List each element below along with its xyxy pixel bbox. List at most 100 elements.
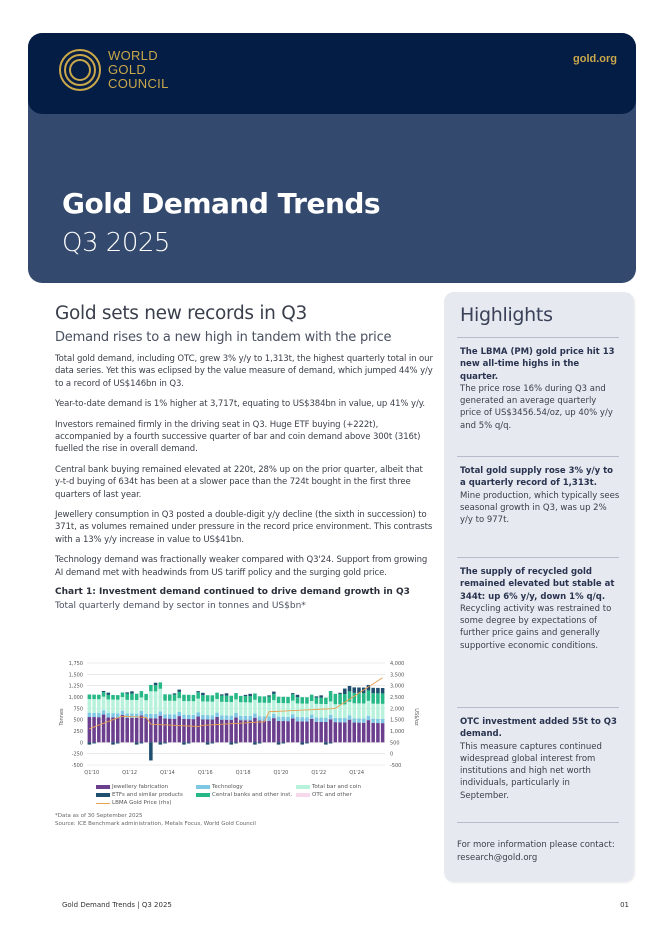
contact-info[interactable]: For more information please contact: res… <box>457 840 615 863</box>
svg-text:2,500: 2,500 <box>390 695 404 701</box>
svg-text:1,000: 1,000 <box>69 695 83 701</box>
legend-technology: Technology <box>196 784 243 790</box>
divider <box>457 337 619 338</box>
highlight-headline: OTC investment added 55t to Q3 demand. <box>460 717 617 740</box>
svg-text:Q1'10: Q1'10 <box>84 770 99 776</box>
svg-text:Q1'12: Q1'12 <box>122 770 137 776</box>
svg-text:-500: -500 <box>390 763 401 769</box>
legend-label: Jewellery fabrication <box>112 784 169 790</box>
svg-text:4,000: 4,000 <box>390 661 404 667</box>
section-subheading: Demand rises to a new high in tandem wit… <box>55 330 392 345</box>
report-period: Q3 2025 <box>62 228 170 258</box>
svg-text:Q1'18: Q1'18 <box>236 770 251 776</box>
rings-logo-icon <box>59 49 101 91</box>
svg-text:0: 0 <box>390 752 393 758</box>
svg-text:250: 250 <box>73 729 83 735</box>
legend-bar-coin: Total bar and coin <box>296 784 361 790</box>
stacked-bar-chart: 1,750 4,000 1,500 3,500 1,250 3,000 1,000 2,500… <box>59 661 419 776</box>
svg-text:Q1'22: Q1'22 <box>311 770 326 776</box>
svg-text:500: 500 <box>73 718 83 724</box>
divider <box>457 707 619 708</box>
section-heading: Gold sets new records in Q3 <box>55 303 307 324</box>
svg-text:0: 0 <box>80 740 83 746</box>
chart-footnote: *Data as of 30 September 2025 Source: IC… <box>55 812 256 828</box>
paragraph: Year-to-date demand is 1% higher at 3,71… <box>55 399 426 410</box>
swatch-icon <box>96 793 110 797</box>
svg-text:Tonnes: Tonnes <box>59 708 65 727</box>
legend-label: Total bar and coin <box>312 784 361 790</box>
highlights-title: Highlights <box>460 304 553 326</box>
svg-text:2,000: 2,000 <box>390 706 404 712</box>
highlight-text: Recycling activity was restrained to som… <box>460 603 612 651</box>
highlight-item: The supply of recycled gold remained ele… <box>460 566 620 652</box>
legend-central-banks: Central banks and other inst. <box>196 792 292 798</box>
swatch-icon <box>196 793 210 797</box>
svg-text:500: 500 <box>390 740 400 746</box>
hero-banner: WORLD GOLD COUNCIL gold.org Gold Demand … <box>28 33 636 283</box>
chart-subtitle: Total quarterly demand by sector in tonn… <box>55 601 306 612</box>
wgc-logo[interactable]: WORLD GOLD COUNCIL <box>57 47 169 93</box>
paragraph: Technology demand was fractionally weake… <box>55 555 428 578</box>
legend-label: ETFs and similar products <box>112 792 183 798</box>
paragraph: Investors remained firmly in the driving… <box>55 419 421 455</box>
line-swatch-icon <box>96 802 110 804</box>
legend-label: Technology <box>212 784 243 790</box>
svg-text:1,250: 1,250 <box>69 684 83 690</box>
chart-title: Chart 1: Investment demand continued to … <box>55 587 410 598</box>
logo-line-1: WORLD <box>108 48 158 63</box>
legend-label: LBMA Gold Price (rhs) <box>112 800 172 806</box>
svg-text:Q1'14: Q1'14 <box>160 770 175 776</box>
source-note: Source: ICE Benchmark administration, Me… <box>55 821 256 827</box>
highlight-text: The price rose 16% during Q3 and generat… <box>460 383 613 431</box>
swatch-icon <box>196 785 210 789</box>
paragraph: Total gold demand, including OTC, grew 3… <box>55 354 433 389</box>
svg-text:-250: -250 <box>72 752 83 758</box>
svg-text:1,750: 1,750 <box>69 661 83 667</box>
logo-line-3: COUNCIL <box>108 76 169 91</box>
demand-chart: 1,750 4,000 1,500 3,500 1,250 3,000 1,000 2,500… <box>55 657 435 782</box>
legend-label: OTC and other <box>312 792 352 798</box>
divider <box>457 557 619 558</box>
svg-text:US$/oz: US$/oz <box>413 708 419 726</box>
highlight-headline: Total gold supply rose 3% y/y to a quart… <box>460 466 614 489</box>
legend-jewellery: Jewellery fabrication <box>96 784 168 790</box>
legend-lbma-price: LBMA Gold Price (rhs) <box>96 800 171 806</box>
paragraph: Central bank buying remained elevated at… <box>55 464 423 500</box>
swatch-icon <box>296 793 310 797</box>
swatch-icon <box>96 785 110 789</box>
svg-text:750: 750 <box>73 706 83 712</box>
logo-wordmark: WORLD GOLD COUNCIL <box>108 49 169 91</box>
svg-text:Q1'20: Q1'20 <box>274 770 289 776</box>
svg-text:Q1'16: Q1'16 <box>198 770 213 776</box>
legend-etfs: ETFs and similar products <box>96 792 183 798</box>
site-link[interactable]: gold.org <box>573 53 617 65</box>
legend-otc: OTC and other <box>296 792 352 798</box>
data-date-note: *Data as of 30 September 2025 <box>55 813 143 819</box>
logo-line-2: GOLD <box>108 62 147 77</box>
report-title: Gold Demand Trends <box>62 187 381 220</box>
highlights-panel: Highlights The LBMA (PM) gold price hit … <box>444 292 634 882</box>
svg-text:1,500: 1,500 <box>390 718 404 724</box>
highlight-item: OTC investment added 55t to Q3 demand. T… <box>460 716 620 802</box>
highlight-item: The LBMA (PM) gold price hit 13 new all-… <box>460 346 620 432</box>
highlight-text: This measure captures continued widespre… <box>460 741 602 801</box>
footer-title: Gold Demand Trends | Q3 2025 <box>62 901 172 909</box>
highlight-headline: The LBMA (PM) gold price hit 13 new all-… <box>460 347 615 382</box>
highlight-item: Total gold supply rose 3% y/y to a quart… <box>460 465 620 526</box>
legend-label: Central banks and other inst. <box>212 792 293 798</box>
highlight-headline: The supply of recycled gold remained ele… <box>460 567 615 602</box>
page-number: 01 <box>620 901 629 909</box>
svg-text:-500: -500 <box>72 763 83 769</box>
divider <box>457 822 619 823</box>
svg-text:3,000: 3,000 <box>390 684 404 690</box>
highlight-text: Mine production, which typically sees se… <box>460 490 620 526</box>
top-bar: WORLD GOLD COUNCIL gold.org <box>28 33 636 114</box>
svg-text:Q1'24: Q1'24 <box>349 770 364 776</box>
svg-text:1,000: 1,000 <box>390 729 404 735</box>
swatch-icon <box>296 785 310 789</box>
main-column: Gold sets new records in Q3 Demand rises… <box>55 303 433 611</box>
svg-text:1,500: 1,500 <box>69 672 83 678</box>
divider <box>457 456 619 457</box>
paragraph: Jewellery consumption in Q3 posted a dou… <box>55 510 433 545</box>
svg-text:3,500: 3,500 <box>390 672 404 678</box>
